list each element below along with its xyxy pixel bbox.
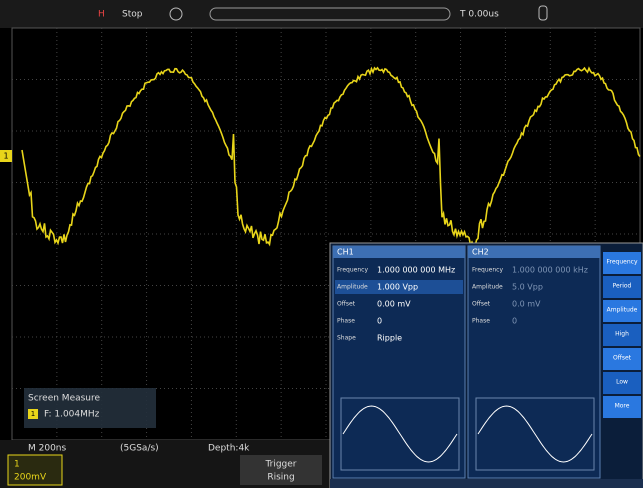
measure-marker-label: 1: [31, 410, 35, 418]
row-label: Phase: [472, 318, 490, 325]
menu-label: Amplitude: [607, 307, 638, 314]
memory-depth: Depth:4k: [208, 444, 250, 454]
row-value: Ripple: [377, 334, 402, 343]
row-label: Shape: [337, 335, 356, 342]
menu-label: More: [615, 403, 630, 410]
row-value: 1.000 000 000 MHz: [377, 266, 455, 275]
trigger-mode: Rising: [267, 473, 294, 483]
trigger-label: Trigger: [264, 460, 296, 470]
measure-value: F: 1.004MHz: [44, 410, 100, 420]
channel-marker-label: 1: [3, 152, 8, 161]
row-label: Phase: [337, 318, 355, 325]
panel: [468, 246, 600, 478]
row-value: 0.0 mV: [512, 300, 541, 309]
menu-label: Offset: [613, 355, 632, 362]
panel-header-label: CH1: [337, 248, 354, 257]
channel-scale: 200mV: [14, 473, 47, 483]
menu-label: High: [615, 331, 629, 338]
generator-inset: CH1 Frequency 1.000 000 000 MHz Amplitude 1.…: [330, 243, 643, 488]
timebase-indicator: H: [98, 10, 105, 20]
measure-title: Screen Measure: [28, 394, 101, 404]
trigger-time: T 0.00us: [459, 10, 499, 20]
sample-rate: (5GSa/s): [120, 444, 159, 454]
timebase: M 200ns: [28, 444, 67, 454]
channel-number: 1: [14, 460, 20, 470]
row-value: 0: [377, 317, 382, 326]
row-label: Offset: [337, 301, 356, 308]
oscilloscope-screen: H Stop T 0.00us 1 Screen Measure 1 F: 1.…: [0, 0, 643, 488]
row-value: 5.0 Vpp: [512, 283, 543, 292]
menu-label: Frequency: [607, 259, 638, 266]
menu-label: Period: [613, 283, 632, 290]
run-status[interactable]: Stop: [122, 10, 143, 20]
row-label: Amplitude: [472, 284, 503, 291]
row-value: 1.000 000 000 kHz: [512, 266, 588, 275]
row-value: 1.000 Vpp: [377, 283, 418, 292]
row-label: Frequency: [472, 267, 503, 274]
inset-footer: [330, 479, 643, 488]
row-label: Frequency: [337, 267, 368, 274]
row-value: 0.00 mV: [377, 300, 411, 309]
row-label: Amplitude: [337, 284, 368, 291]
menu-label: Low: [616, 379, 628, 386]
row-label: Offset: [472, 301, 491, 308]
panel-header-label: CH2: [472, 248, 489, 257]
row-value: 0: [512, 317, 517, 326]
